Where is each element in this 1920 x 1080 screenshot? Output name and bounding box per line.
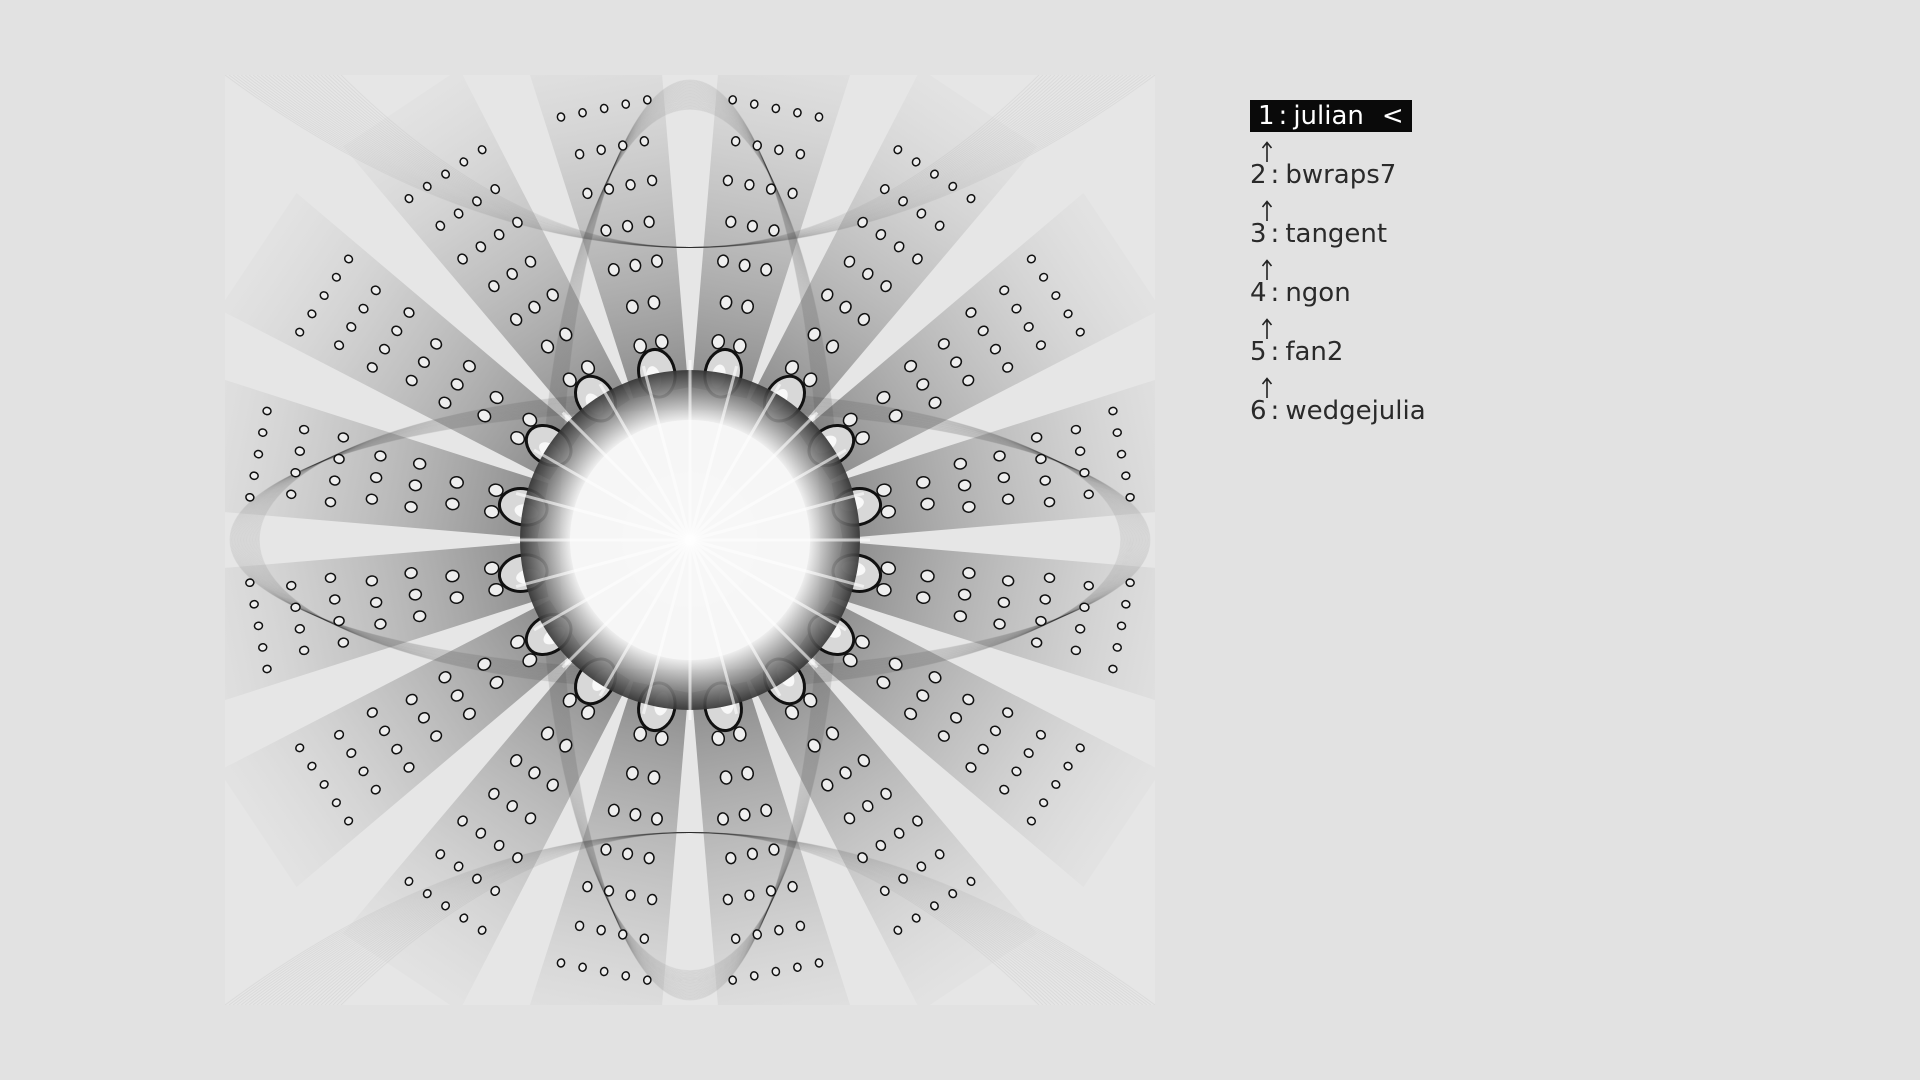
fractal-render-canvas[interactable]: [225, 75, 1155, 1005]
arrow-up-icon: [1250, 250, 1610, 280]
variation-separator: :: [1270, 337, 1280, 367]
variation-name: bwraps7: [1285, 160, 1397, 190]
variation-name: tangent: [1285, 219, 1388, 249]
variation-name: wedgejulia: [1285, 396, 1426, 426]
arrow-up-icon: [1250, 309, 1610, 339]
variation-index: 1: [1258, 101, 1275, 131]
variation-index: 5: [1250, 337, 1267, 367]
variation-item-bwraps7[interactable]: 2: bwraps7: [1250, 159, 1610, 191]
variation-separator: :: [1278, 101, 1288, 131]
fractal-render-image: [225, 75, 1155, 1005]
variation-item-tangent[interactable]: 3: tangent: [1250, 218, 1610, 250]
variation-index: 4: [1250, 278, 1267, 308]
variation-separator: :: [1270, 396, 1280, 426]
variation-separator: :: [1270, 278, 1280, 308]
variation-index: 2: [1250, 160, 1267, 190]
arrow-up-icon: [1250, 132, 1610, 162]
variation-name: julian: [1293, 101, 1364, 131]
variation-index: 3: [1250, 219, 1267, 249]
selected-cursor: <: [1381, 101, 1404, 131]
arrow-up-icon: [1250, 191, 1610, 221]
variation-index: 6: [1250, 396, 1267, 426]
variation-item-ngon[interactable]: 4: ngon: [1250, 277, 1610, 309]
variation-item-wedgejulia[interactable]: 6: wedgejulia: [1250, 395, 1610, 427]
variation-separator: :: [1270, 160, 1280, 190]
arrow-up-icon: [1250, 368, 1610, 398]
variation-name: fan2: [1285, 337, 1344, 367]
variation-chain-list: 1: julian < 2: bwraps7 3: tangent 4: ngon 5:f…: [1250, 100, 1610, 427]
variation-separator: :: [1270, 219, 1280, 249]
variation-item-fan2[interactable]: 5: fan2: [1250, 336, 1610, 368]
variation-name: ngon: [1285, 278, 1351, 308]
fractal-layer: [225, 75, 1155, 1005]
variation-item-julian[interactable]: 1: julian <: [1250, 100, 1412, 132]
